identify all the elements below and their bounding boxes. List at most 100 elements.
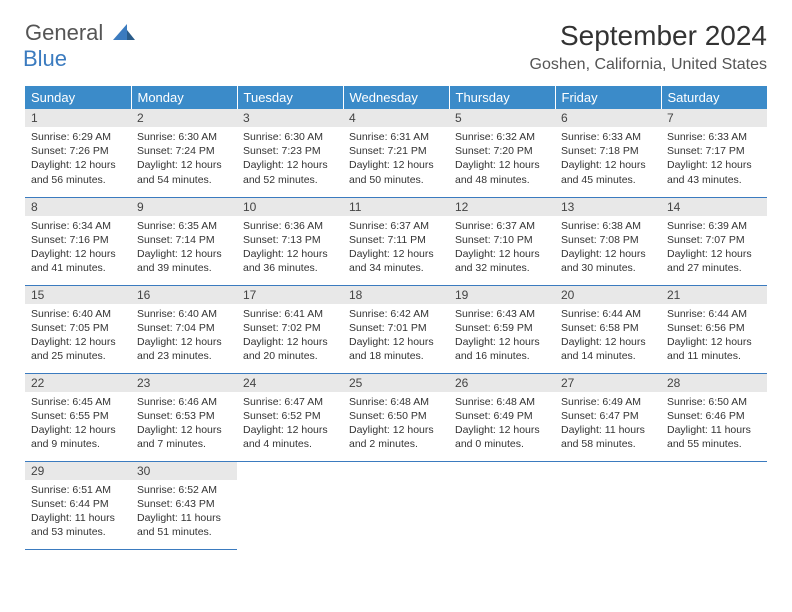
calendar-cell: 22Sunrise: 6:45 AMSunset: 6:55 PMDayligh… [25,373,131,461]
day-info: Sunrise: 6:44 AMSunset: 6:56 PMDaylight:… [661,304,767,368]
day-number: 20 [555,286,661,304]
weekday-header: Thursday [449,86,555,109]
day-info: Sunrise: 6:34 AMSunset: 7:16 PMDaylight:… [25,216,131,280]
day-info: Sunrise: 6:46 AMSunset: 6:53 PMDaylight:… [131,392,237,456]
day-info: Sunrise: 6:38 AMSunset: 7:08 PMDaylight:… [555,216,661,280]
calendar-cell: 23Sunrise: 6:46 AMSunset: 6:53 PMDayligh… [131,373,237,461]
calendar-cell: 16Sunrise: 6:40 AMSunset: 7:04 PMDayligh… [131,285,237,373]
header: General Blue September 2024 Goshen, Cali… [25,20,767,74]
day-number: 22 [25,374,131,392]
calendar-cell: 15Sunrise: 6:40 AMSunset: 7:05 PMDayligh… [25,285,131,373]
calendar-cell: 24Sunrise: 6:47 AMSunset: 6:52 PMDayligh… [237,373,343,461]
day-info: Sunrise: 6:39 AMSunset: 7:07 PMDaylight:… [661,216,767,280]
calendar-cell [237,461,343,549]
day-info: Sunrise: 6:51 AMSunset: 6:44 PMDaylight:… [25,480,131,544]
day-number: 26 [449,374,555,392]
brand-part2: Blue [23,46,67,71]
calendar-row: 29Sunrise: 6:51 AMSunset: 6:44 PMDayligh… [25,461,767,549]
day-number: 23 [131,374,237,392]
location-text: Goshen, California, United States [530,56,767,74]
day-number: 6 [555,109,661,127]
day-number: 1 [25,109,131,127]
calendar-cell: 28Sunrise: 6:50 AMSunset: 6:46 PMDayligh… [661,373,767,461]
calendar-cell: 13Sunrise: 6:38 AMSunset: 7:08 PMDayligh… [555,197,661,285]
calendar-cell: 18Sunrise: 6:42 AMSunset: 7:01 PMDayligh… [343,285,449,373]
day-number: 8 [25,198,131,216]
day-number: 21 [661,286,767,304]
day-info: Sunrise: 6:37 AMSunset: 7:11 PMDaylight:… [343,216,449,280]
calendar-table: Sunday Monday Tuesday Wednesday Thursday… [25,86,767,550]
day-info: Sunrise: 6:40 AMSunset: 7:04 PMDaylight:… [131,304,237,368]
day-info: Sunrise: 6:48 AMSunset: 6:49 PMDaylight:… [449,392,555,456]
weekday-header: Saturday [661,86,767,109]
calendar-cell: 5Sunrise: 6:32 AMSunset: 7:20 PMDaylight… [449,109,555,197]
calendar-cell [449,461,555,549]
title-block: September 2024 Goshen, California, Unite… [530,20,767,74]
day-number: 15 [25,286,131,304]
day-info: Sunrise: 6:33 AMSunset: 7:18 PMDaylight:… [555,127,661,191]
day-info: Sunrise: 6:44 AMSunset: 6:58 PMDaylight:… [555,304,661,368]
day-info: Sunrise: 6:47 AMSunset: 6:52 PMDaylight:… [237,392,343,456]
weekday-header: Tuesday [237,86,343,109]
calendar-cell: 12Sunrise: 6:37 AMSunset: 7:10 PMDayligh… [449,197,555,285]
day-number: 25 [343,374,449,392]
day-info: Sunrise: 6:35 AMSunset: 7:14 PMDaylight:… [131,216,237,280]
weekday-header-row: Sunday Monday Tuesday Wednesday Thursday… [25,86,767,109]
day-info: Sunrise: 6:41 AMSunset: 7:02 PMDaylight:… [237,304,343,368]
calendar-cell: 6Sunrise: 6:33 AMSunset: 7:18 PMDaylight… [555,109,661,197]
day-number: 11 [343,198,449,216]
day-info: Sunrise: 6:36 AMSunset: 7:13 PMDaylight:… [237,216,343,280]
day-number: 24 [237,374,343,392]
weekday-header: Friday [555,86,661,109]
calendar-cell: 8Sunrise: 6:34 AMSunset: 7:16 PMDaylight… [25,197,131,285]
calendar-row: 15Sunrise: 6:40 AMSunset: 7:05 PMDayligh… [25,285,767,373]
day-info: Sunrise: 6:40 AMSunset: 7:05 PMDaylight:… [25,304,131,368]
day-info: Sunrise: 6:43 AMSunset: 6:59 PMDaylight:… [449,304,555,368]
calendar-cell: 9Sunrise: 6:35 AMSunset: 7:14 PMDaylight… [131,197,237,285]
weekday-header: Monday [131,86,237,109]
day-number: 3 [237,109,343,127]
calendar-cell: 14Sunrise: 6:39 AMSunset: 7:07 PMDayligh… [661,197,767,285]
calendar-cell: 21Sunrise: 6:44 AMSunset: 6:56 PMDayligh… [661,285,767,373]
calendar-cell: 4Sunrise: 6:31 AMSunset: 7:21 PMDaylight… [343,109,449,197]
weekday-header: Sunday [25,86,131,109]
day-info: Sunrise: 6:32 AMSunset: 7:20 PMDaylight:… [449,127,555,191]
day-info: Sunrise: 6:31 AMSunset: 7:21 PMDaylight:… [343,127,449,191]
calendar-cell: 30Sunrise: 6:52 AMSunset: 6:43 PMDayligh… [131,461,237,549]
calendar-cell [343,461,449,549]
day-number: 2 [131,109,237,127]
calendar-cell: 1Sunrise: 6:29 AMSunset: 7:26 PMDaylight… [25,109,131,197]
brand-part1: General [25,20,103,45]
day-number: 7 [661,109,767,127]
weekday-header: Wednesday [343,86,449,109]
day-info: Sunrise: 6:49 AMSunset: 6:47 PMDaylight:… [555,392,661,456]
day-info: Sunrise: 6:42 AMSunset: 7:01 PMDaylight:… [343,304,449,368]
calendar-cell: 10Sunrise: 6:36 AMSunset: 7:13 PMDayligh… [237,197,343,285]
day-number: 28 [661,374,767,392]
day-number: 30 [131,462,237,480]
day-info: Sunrise: 6:33 AMSunset: 7:17 PMDaylight:… [661,127,767,191]
day-number: 4 [343,109,449,127]
calendar-cell: 11Sunrise: 6:37 AMSunset: 7:11 PMDayligh… [343,197,449,285]
day-number: 14 [661,198,767,216]
day-number: 29 [25,462,131,480]
calendar-cell: 27Sunrise: 6:49 AMSunset: 6:47 PMDayligh… [555,373,661,461]
day-number: 27 [555,374,661,392]
day-number: 5 [449,109,555,127]
calendar-cell [661,461,767,549]
day-number: 16 [131,286,237,304]
calendar-cell: 7Sunrise: 6:33 AMSunset: 7:17 PMDaylight… [661,109,767,197]
day-info: Sunrise: 6:30 AMSunset: 7:24 PMDaylight:… [131,127,237,191]
brand-logo: General Blue [25,20,135,72]
calendar-body: 1Sunrise: 6:29 AMSunset: 7:26 PMDaylight… [25,109,767,549]
day-number: 18 [343,286,449,304]
calendar-cell: 3Sunrise: 6:30 AMSunset: 7:23 PMDaylight… [237,109,343,197]
day-number: 13 [555,198,661,216]
calendar-cell: 29Sunrise: 6:51 AMSunset: 6:44 PMDayligh… [25,461,131,549]
day-number: 12 [449,198,555,216]
calendar-row: 22Sunrise: 6:45 AMSunset: 6:55 PMDayligh… [25,373,767,461]
day-info: Sunrise: 6:45 AMSunset: 6:55 PMDaylight:… [25,392,131,456]
brand-triangle-icon [113,20,135,45]
day-number: 17 [237,286,343,304]
calendar-row: 1Sunrise: 6:29 AMSunset: 7:26 PMDaylight… [25,109,767,197]
